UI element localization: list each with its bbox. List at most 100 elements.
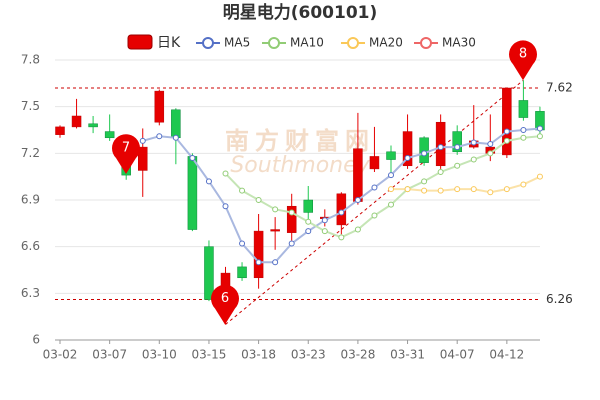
x-tick-label: 03-23 [291,348,326,362]
ma-point [156,133,163,140]
ma-point [388,172,394,179]
candle-body [138,146,148,171]
pin-label: 6 [221,291,229,306]
candle-body [154,90,165,123]
candle-body [369,156,380,170]
candle-body [270,229,280,232]
x-tick-label: 03-10 [142,348,177,362]
ma-point [189,155,196,161]
x-tick-label: 03-07 [92,348,127,362]
ma-point [288,240,295,247]
x-tick-label: 04-12 [489,348,524,362]
ma-point [222,170,229,177]
ma-point [503,137,510,144]
candle-body [402,131,413,167]
ma-point [421,150,428,157]
candle-body [104,131,115,139]
pin [112,134,140,174]
pin-marker: 6 [211,284,240,325]
reference-label: 7.62 [546,81,573,95]
candle-body [204,246,214,300]
chart-title: 明星电力(600101) [223,2,378,23]
ma-point [503,128,510,135]
ma-point [288,209,295,216]
candle-body [55,126,65,135]
ma-point [520,181,527,188]
ma-point [470,139,477,146]
ma-point [404,155,411,161]
ma-point [437,169,444,175]
ma-point [305,228,312,235]
candle-body [518,100,529,118]
ma-point [520,134,527,141]
ma-point [172,134,179,141]
y-tick-label: 6.6 [21,239,40,253]
ma-point [338,209,345,216]
candle-body [353,148,363,202]
ma-point [321,217,328,224]
pin-marker: 8 [509,40,537,81]
ma-point [239,240,246,247]
ma-point [239,187,246,194]
ma-line [391,175,541,194]
ma-point [305,218,312,225]
legend-label: MA10 [290,36,324,50]
candle-body [88,123,98,128]
pin [509,40,537,81]
y-tick-label: 6.9 [21,193,40,207]
ma-point [354,226,361,233]
ma-point [255,197,262,203]
y-tick-label: 6.3 [21,286,40,300]
pin-label: 8 [519,47,527,62]
ma-point [437,144,444,151]
candle-body [502,87,512,156]
x-tick-label: 03-18 [241,348,276,362]
ma-point [487,141,494,147]
x-tick-label: 03-31 [390,348,425,362]
legend-label: 日K [157,35,181,51]
candle-body [452,131,462,153]
y-tick-label: 7.8 [21,53,40,67]
ma-point [354,197,361,203]
legend-swatch [127,34,153,50]
pin-label: 7 [122,141,130,156]
candle-body [253,230,264,279]
legend-swatch [268,37,280,49]
legend-label: MA20 [369,36,403,50]
ma-point [338,234,345,241]
candle-body [237,266,247,279]
legend-swatch [202,37,214,49]
ma-point [388,201,394,208]
legend-label: MA5 [224,36,250,50]
pin-marker: 7 [112,134,140,174]
x-tick-label: 04-07 [440,348,475,362]
candle-body [286,205,297,233]
ma-point [454,162,461,169]
watermark: 南方财富网 [225,127,375,155]
ma-point [536,133,543,140]
ma-point [437,187,444,194]
x-tick-label: 03-28 [340,348,375,362]
candle-body [187,156,198,230]
ma-point [470,186,477,193]
x-tick-label: 03-02 [43,348,78,362]
candle-body [419,137,429,163]
trend-line [225,79,524,325]
candle-body [171,109,181,139]
ma-point [222,203,229,210]
ma-point [470,156,477,163]
legend-label: MA30 [442,36,476,50]
candle-body [71,115,82,128]
ma-point [421,178,428,185]
candle-body [303,199,313,213]
ma-point [272,206,279,213]
ma-point [454,144,461,151]
ma-point [255,259,262,266]
ma-point [371,212,378,219]
candle-body [435,121,446,167]
ma-point [272,259,279,266]
ma-point [536,173,543,180]
watermark: Southmoney [230,153,370,178]
legend-swatch [347,37,359,49]
